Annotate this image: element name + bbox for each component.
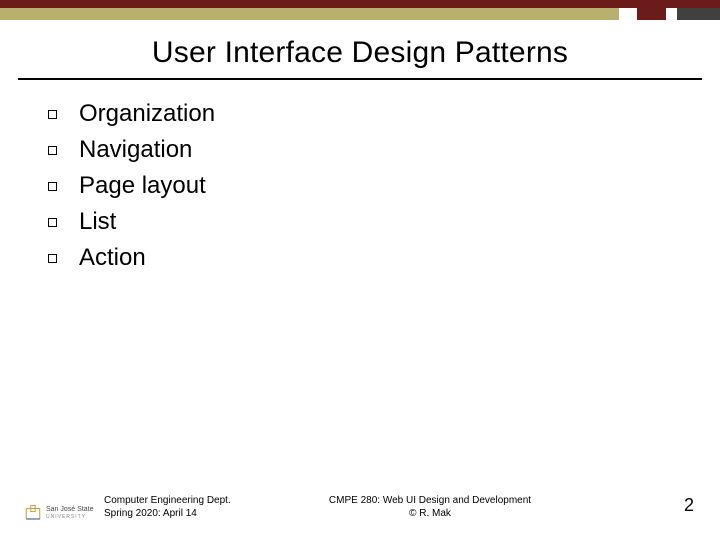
slide: User Interface Design Patterns Organizat…: [0, 0, 720, 540]
square-bullet-icon: [48, 254, 57, 263]
footer: San José State UNIVERSITY Computer Engin…: [0, 482, 720, 522]
slide-title: User Interface Design Patterns: [0, 36, 720, 70]
list-item: Navigation: [48, 136, 680, 164]
logo-text-block: San José State UNIVERSITY: [46, 506, 93, 520]
footer-term: Spring 2020: April 14: [104, 507, 231, 520]
bullet-text: List: [79, 208, 116, 236]
logo-name: San José State: [46, 506, 93, 514]
footer-course: CMPE 280: Web UI Design and Development: [300, 494, 560, 507]
title-block: User Interface Design Patterns: [0, 36, 720, 70]
square-bullet-icon: [48, 146, 57, 155]
bullet-text: Organization: [79, 100, 215, 128]
topbar-segment: [677, 8, 720, 20]
bullet-text: Action: [79, 244, 146, 272]
bullet-text: Navigation: [79, 136, 192, 164]
topbar-segment: [0, 8, 619, 20]
logo-icon: [24, 504, 42, 522]
square-bullet-icon: [48, 182, 57, 191]
bullet-list: Organization Navigation Page layout List Act…: [48, 100, 680, 272]
topbar-segment: [666, 8, 677, 20]
list-item: Organization: [48, 100, 680, 128]
topbar-row-1: [0, 0, 720, 8]
title-underline: [18, 78, 702, 80]
square-bullet-icon: [48, 110, 57, 119]
logo-subtitle: UNIVERSITY: [46, 514, 93, 520]
list-item: List: [48, 208, 680, 236]
topbar-segment: [637, 8, 666, 20]
list-item: Page layout: [48, 172, 680, 200]
square-bullet-icon: [48, 218, 57, 227]
content-area: Organization Navigation Page layout List Act…: [48, 100, 680, 280]
university-logo: San José State UNIVERSITY: [24, 504, 93, 522]
footer-copyright: © R. Mak: [300, 507, 560, 520]
page-number: 2: [684, 495, 694, 516]
footer-center-text: CMPE 280: Web UI Design and Development …: [300, 494, 560, 520]
footer-left-text: Computer Engineering Dept. Spring 2020: …: [104, 494, 231, 520]
decorative-top-bar: [0, 0, 720, 20]
footer-dept: Computer Engineering Dept.: [104, 494, 231, 507]
topbar-segment: [619, 8, 637, 20]
list-item: Action: [48, 244, 680, 272]
topbar-row-2: [0, 8, 720, 20]
bullet-text: Page layout: [79, 172, 206, 200]
